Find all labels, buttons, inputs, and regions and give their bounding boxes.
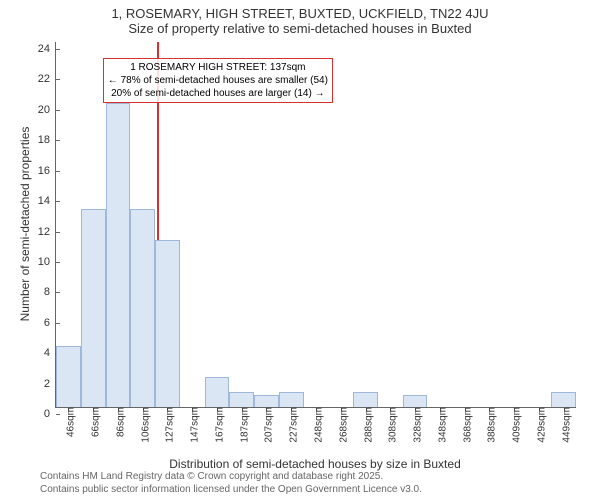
x-tick-label: 348sqm bbox=[431, 407, 448, 443]
footer-attribution: Contains HM Land Registry data © Crown c… bbox=[40, 470, 422, 496]
annotation-line: 20% of semi-detached houses are larger (… bbox=[108, 87, 328, 100]
histogram-bar bbox=[254, 395, 279, 407]
histogram-bar bbox=[56, 346, 81, 407]
histogram-bar bbox=[279, 392, 304, 407]
y-tick: 6 bbox=[44, 317, 56, 329]
x-tick-label: 248sqm bbox=[308, 407, 325, 443]
x-tick-label: 86sqm bbox=[109, 407, 126, 437]
annotation-box: 1 ROSEMARY HIGH STREET: 137sqm← 78% of s… bbox=[103, 58, 333, 103]
histogram-bar bbox=[106, 103, 131, 407]
annotation-line: ← 78% of semi-detached houses are smalle… bbox=[108, 74, 328, 87]
y-tick: 4 bbox=[44, 347, 56, 359]
x-tick-label: 207sqm bbox=[258, 407, 275, 443]
y-tick: 10 bbox=[38, 256, 56, 268]
x-tick-label: 429sqm bbox=[530, 407, 547, 443]
x-tick-label: 106sqm bbox=[134, 407, 151, 443]
histogram-bar bbox=[81, 209, 106, 407]
chart-title-1: 1, ROSEMARY, HIGH STREET, BUXTED, UCKFIE… bbox=[0, 0, 600, 21]
footer-line-2: Contains public sector information licen… bbox=[40, 483, 422, 496]
x-axis-label: Distribution of semi-detached houses by … bbox=[55, 457, 575, 471]
x-tick-label: 167sqm bbox=[208, 407, 225, 443]
histogram-bar bbox=[551, 392, 576, 407]
histogram-bar bbox=[130, 209, 155, 407]
x-tick-label: 127sqm bbox=[159, 407, 176, 443]
x-tick-label: 147sqm bbox=[184, 407, 201, 443]
chart-title-2: Size of property relative to semi-detach… bbox=[0, 21, 600, 36]
y-tick: 8 bbox=[44, 286, 56, 298]
x-tick-label: 388sqm bbox=[481, 407, 498, 443]
y-tick: 18 bbox=[38, 134, 56, 146]
y-tick: 14 bbox=[38, 195, 56, 207]
histogram-bar bbox=[205, 377, 230, 407]
histogram-bar bbox=[353, 392, 378, 407]
y-tick: 2 bbox=[44, 378, 56, 390]
x-tick-label: 328sqm bbox=[407, 407, 424, 443]
histogram-bar bbox=[155, 240, 180, 407]
x-tick-label: 308sqm bbox=[382, 407, 399, 443]
x-tick-label: 46sqm bbox=[60, 407, 77, 437]
annotation-line: 1 ROSEMARY HIGH STREET: 137sqm bbox=[108, 61, 328, 74]
y-tick: 22 bbox=[38, 73, 56, 85]
x-tick-label: 268sqm bbox=[332, 407, 349, 443]
x-tick-label: 409sqm bbox=[506, 407, 523, 443]
plot-area: 1 ROSEMARY HIGH STREET: 137sqm← 78% of s… bbox=[55, 42, 576, 408]
y-tick: 16 bbox=[38, 165, 56, 177]
y-tick: 24 bbox=[38, 43, 56, 55]
x-tick-label: 187sqm bbox=[233, 407, 250, 443]
y-tick: 12 bbox=[38, 226, 56, 238]
x-tick-label: 227sqm bbox=[283, 407, 300, 443]
x-tick-label: 449sqm bbox=[555, 407, 572, 443]
histogram-bar bbox=[403, 395, 428, 407]
y-tick: 20 bbox=[38, 104, 56, 116]
y-axis-label: Number of semi-detached properties bbox=[18, 114, 32, 334]
footer-line-1: Contains HM Land Registry data © Crown c… bbox=[40, 470, 422, 483]
x-tick-label: 368sqm bbox=[456, 407, 473, 443]
y-tick: 0 bbox=[44, 408, 56, 420]
x-tick-label: 288sqm bbox=[357, 407, 374, 443]
x-tick-label: 66sqm bbox=[85, 407, 102, 437]
chart-container: 1, ROSEMARY, HIGH STREET, BUXTED, UCKFIE… bbox=[0, 0, 600, 500]
histogram-bar bbox=[229, 392, 254, 407]
